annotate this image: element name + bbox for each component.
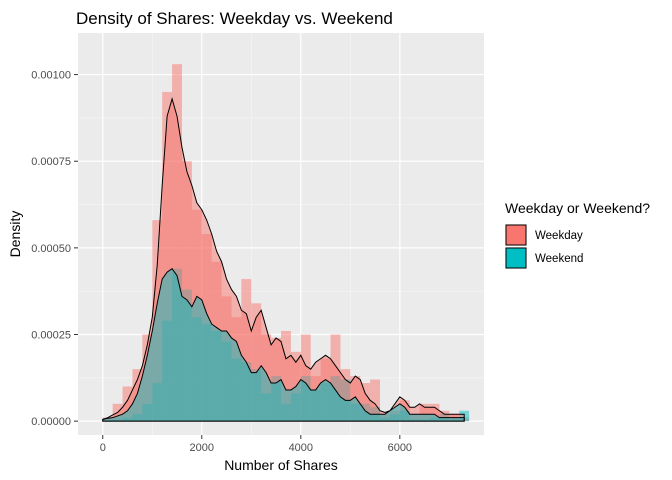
x-tick-label: 2000 — [190, 442, 214, 454]
y-axis-title: Density — [7, 211, 23, 258]
density-curve-weekend — [102, 267, 465, 422]
hist-bar-weekday — [370, 379, 381, 422]
y-tick-label: 0.00000 — [31, 416, 71, 428]
y-tick-label: 0.00100 — [31, 70, 71, 82]
x-axis-ticks: 0 2000 4000 6000 — [100, 435, 412, 454]
legend-key-weekend — [505, 247, 527, 269]
x-tick-label: 0 — [100, 442, 106, 454]
x-axis-title: Number of Shares — [224, 457, 338, 473]
y-axis-ticks: 0.00000 0.00025 0.00050 0.00075 0.00100 — [31, 70, 78, 428]
x-tick-label: 4000 — [289, 442, 313, 454]
y-tick-label: 0.00050 — [31, 243, 71, 255]
legend-key-weekday — [505, 224, 527, 246]
density-curves — [102, 97, 465, 422]
x-tick-label: 6000 — [388, 442, 412, 454]
legend-title: Weekday or Weekend? — [505, 200, 650, 216]
y-tick-label: 0.00075 — [31, 156, 71, 168]
legend-label-weekday: Weekday — [535, 230, 583, 242]
y-tick-label: 0.00025 — [31, 330, 71, 342]
legend-label-weekend: Weekend — [535, 253, 583, 265]
chart-title: Density of Shares: Weekday vs. Weekend — [76, 9, 393, 28]
legend: Weekday or Weekend? Weekday Weekend — [505, 200, 650, 269]
